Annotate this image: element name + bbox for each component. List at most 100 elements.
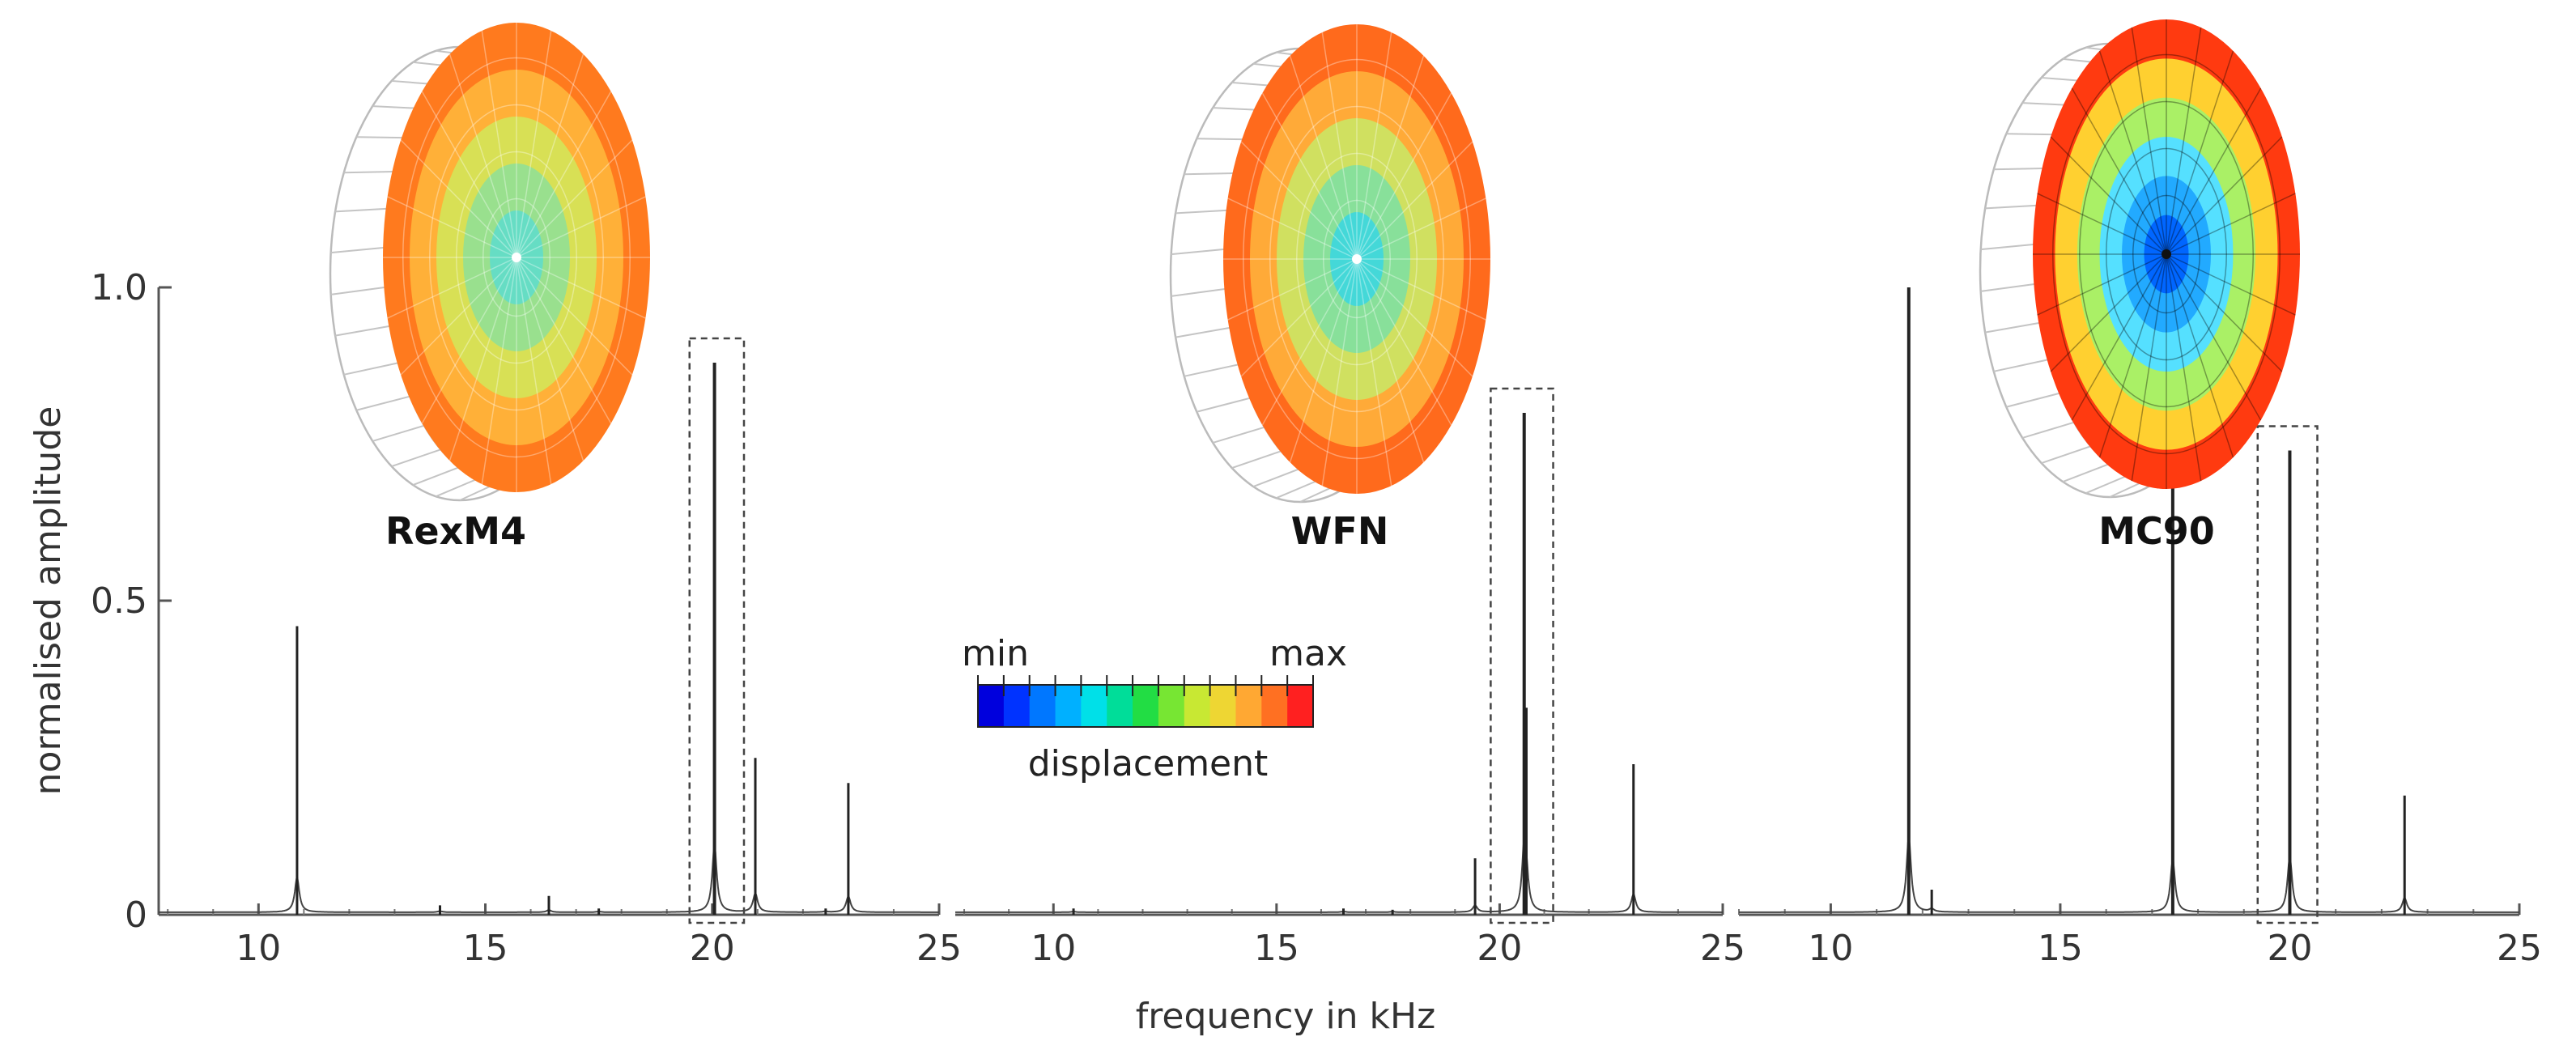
x-tick-label: 15 (463, 928, 508, 969)
colorbar-title: displacement (1028, 743, 1269, 784)
panel-mc90: 10 15 20 25 MC90 (1738, 19, 2542, 969)
wireframe-spoke (1993, 359, 2049, 372)
wireframe-spoke (1980, 283, 2038, 292)
x-tick-label: 25 (2497, 928, 2542, 969)
wireframe-spoke (334, 325, 392, 337)
mesh-spoke (1356, 55, 1425, 260)
mesh-spoke (2166, 253, 2202, 482)
mesh-spoke (481, 257, 517, 485)
mesh-spoke (1356, 32, 1392, 260)
mode-shape-illustration (1169, 24, 1490, 504)
mode-highlight-box (2256, 425, 2319, 924)
wireframe-spoke (1985, 204, 2042, 210)
mesh-spoke (2166, 136, 2283, 255)
x-axis-title: frequency in kHz (1136, 996, 1435, 1037)
x-tick-label: 20 (1477, 928, 1522, 969)
colorbar-min-label: min (962, 633, 1029, 674)
mesh-spoke (2071, 87, 2167, 255)
mesh-spoke (2050, 136, 2167, 255)
mesh-spoke (448, 257, 517, 461)
x-tick-label: 25 (916, 928, 962, 969)
colorbar-cell (1029, 685, 1056, 727)
colorbar-cell (1235, 685, 1262, 727)
wireframe-spoke (2062, 463, 2110, 483)
mesh-spoke (1240, 141, 1358, 260)
mesh-spoke (387, 257, 517, 319)
colorbar-cell (1158, 685, 1185, 727)
mesh-spoke (1261, 258, 1358, 426)
wireframe-spoke (1197, 397, 1251, 413)
wireframe-spoke (1197, 138, 1251, 141)
x-tick-label: 10 (1808, 928, 1853, 969)
mesh-spoke (516, 139, 633, 258)
mesh-spoke (1356, 141, 1473, 260)
mesh-spoke (516, 257, 552, 485)
mesh-spoke (2166, 87, 2262, 255)
disk-center (2162, 249, 2171, 259)
mesh-spoke (2071, 253, 2167, 421)
mesh-spoke (1227, 198, 1358, 260)
mesh-spoke (2166, 27, 2202, 255)
wireframe-spoke (1252, 468, 1300, 488)
mesh-spoke (1356, 258, 1452, 426)
mesh-ring (482, 198, 550, 317)
colorbar-cell (978, 685, 1005, 727)
disk-center (512, 253, 521, 262)
mesh-spoke (2098, 50, 2167, 255)
mesh-ring (2052, 53, 2281, 455)
wireframe-spoke (2021, 421, 2074, 439)
mesh-spoke (400, 139, 517, 258)
wireframe-spoke (1231, 450, 1282, 470)
mesh-ring (1323, 199, 1391, 319)
displacement-colorbar: min max displacement (962, 633, 1347, 784)
wireframe-spoke (2085, 474, 2130, 495)
y-tick-label: 1.0 (91, 267, 147, 308)
wireframe-spoke (1175, 209, 1232, 215)
mode-highlight-box (1490, 387, 1554, 924)
mesh-spoke (2037, 253, 2167, 316)
mesh-spoke (1356, 92, 1452, 260)
disk-center (1352, 254, 1362, 264)
mesh-spoke (2166, 50, 2234, 255)
wireframe-spoke (1184, 172, 1239, 176)
wireframe-spoke (1980, 243, 2038, 251)
mesh-spoke (421, 91, 517, 258)
x-tick-label: 20 (690, 928, 735, 969)
wireframe-spoke (1984, 321, 2042, 334)
mesh-spoke (1356, 198, 1486, 260)
x-tick-label: 20 (2267, 928, 2312, 969)
mesh-spoke (1289, 55, 1358, 260)
mesh-spoke (2050, 253, 2167, 372)
wireframe-spoke (330, 286, 388, 295)
mesh-spoke (1321, 32, 1358, 260)
colorbar-cell (1209, 685, 1236, 727)
mesh-spoke (2131, 253, 2167, 482)
mesh-ring (456, 151, 577, 364)
colorbar-cell (1081, 685, 1107, 727)
mesh-spoke (1356, 258, 1473, 377)
y-axis-title: normalised amplitude (28, 406, 69, 796)
mesh-spoke (1356, 258, 1486, 321)
colorbar-cell (1055, 685, 1082, 727)
wireframe-spoke (356, 395, 410, 411)
mesh-ring (402, 57, 631, 458)
colorbar-cell (1184, 685, 1211, 727)
y-tick-label: 0.5 (91, 580, 147, 622)
colorbar-cell (1133, 685, 1159, 727)
mesh-spoke (516, 196, 646, 258)
mesh-spoke (421, 257, 517, 424)
x-tick-label: 25 (1700, 928, 1745, 969)
mesh-ring (1243, 58, 1471, 460)
mesh-spoke (2131, 27, 2167, 255)
mesh-spoke (516, 257, 646, 319)
y-tick-label: 0 (125, 895, 147, 936)
spectrum-curve (1739, 836, 2519, 913)
panel-rexm4: 10 15 20 25 RexM4 (159, 23, 962, 969)
wireframe-spoke (1171, 287, 1228, 297)
mesh-spoke (400, 257, 517, 376)
mesh-spoke (2166, 193, 2296, 255)
wireframe-spoke (391, 448, 441, 468)
mesh-spoke (2166, 253, 2283, 372)
mesh-spoke (1261, 92, 1358, 260)
